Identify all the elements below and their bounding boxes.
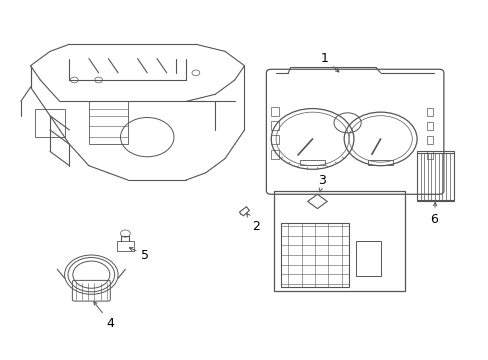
Bar [427,136,432,144]
Bar [427,122,432,130]
Bar [271,150,278,158]
Bar [416,152,453,202]
Bar [35,109,64,137]
Text: 2: 2 [246,213,260,233]
Bar [427,151,432,158]
Bar [427,108,432,116]
Bar [273,191,404,291]
Text: 1: 1 [320,52,338,72]
Bar [271,121,278,130]
Text: 3: 3 [318,174,325,192]
Bar [367,159,392,165]
Bar [356,241,380,276]
Bar [299,159,325,165]
Text: 5: 5 [129,248,149,261]
Bar [271,107,278,116]
Text: 4: 4 [94,302,115,330]
Text: 6: 6 [429,202,437,226]
Bar [271,135,278,144]
Bar [89,102,127,144]
Bar [281,223,348,287]
Bar [116,241,134,251]
